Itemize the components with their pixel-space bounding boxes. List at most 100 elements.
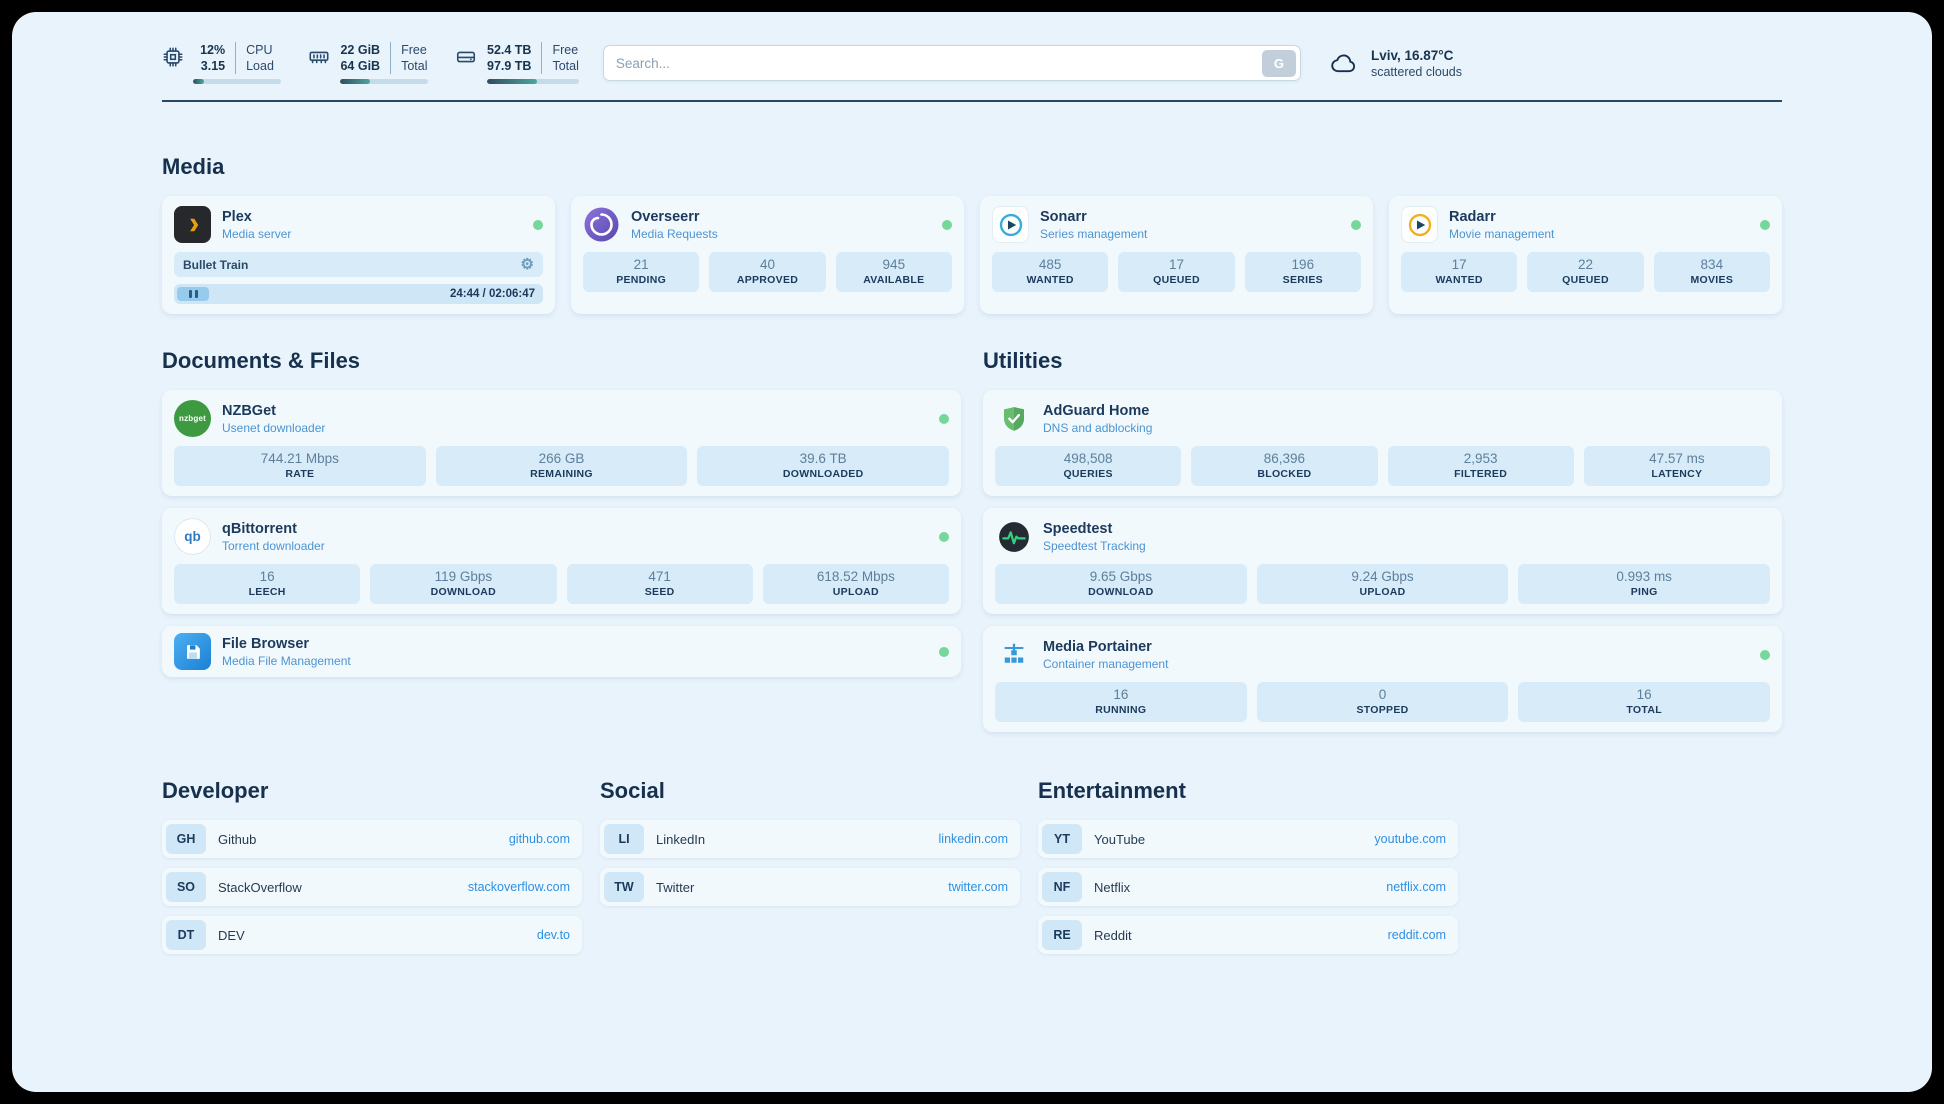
app-subtitle: Speedtest Tracking xyxy=(1043,538,1146,553)
app-card-nzbget[interactable]: nzbget NZBGet Usenet downloader 744.21 M… xyxy=(162,390,961,496)
stat-available: 945 AVAILABLE xyxy=(835,252,952,292)
bookmark-group-developer: Developer GH Github github.com SO StackO… xyxy=(162,778,582,964)
ram-label-bottom: Total xyxy=(390,58,428,74)
ram-progress-fill xyxy=(340,79,370,84)
app-name: qBittorrent xyxy=(222,520,297,537)
portainer-icon xyxy=(995,636,1032,673)
bookmarks-area: Developer GH Github github.com SO StackO… xyxy=(162,778,1782,964)
status-dot xyxy=(939,531,949,542)
app-subtitle: Usenet downloader xyxy=(222,420,326,435)
stat-series: 196 SERIES xyxy=(1244,252,1361,292)
stat-wanted: 17 WANTED xyxy=(1401,252,1518,292)
app-name: Sonarr xyxy=(1040,208,1087,225)
stat-value: 47.57 ms xyxy=(1649,451,1705,466)
middle-columns: Documents & Files nzbget NZBGet Usenet d… xyxy=(162,348,1782,732)
stat-label: DOWNLOAD xyxy=(430,586,497,598)
stat-value: 498,508 xyxy=(1063,451,1113,466)
app-subtitle: Media File Management xyxy=(222,653,351,668)
section-documents: Documents & Files nzbget NZBGet Usenet d… xyxy=(162,348,961,732)
bookmark-badge: DT xyxy=(166,920,206,950)
app-card-radarr[interactable]: Radarr Movie management 17 WANTED 22 QUE… xyxy=(1389,196,1782,314)
bookmark-dev[interactable]: DT DEV dev.to xyxy=(162,916,582,954)
app-name: AdGuard Home xyxy=(1043,402,1150,419)
developer-heading: Developer xyxy=(162,778,269,803)
disk-progress-fill xyxy=(487,79,537,84)
stat-running: 16 RUNNING xyxy=(995,682,1247,722)
bookmark-name: Github xyxy=(218,831,257,847)
stat-value: 16 xyxy=(259,569,275,584)
filebrowser-icon xyxy=(174,633,211,670)
stat-label: REMAINING xyxy=(530,468,593,480)
app-card-plex[interactable]: Plex Media server Bullet Train ⚙ 24:44 /… xyxy=(162,196,555,314)
app-card-portainer[interactable]: Media Portainer Container management 16 … xyxy=(983,626,1782,732)
qbittorrent-icon-label: qb xyxy=(184,529,201,544)
stat-label: LATENCY xyxy=(1651,468,1703,480)
stat-value: 471 xyxy=(648,569,671,584)
search-input[interactable] xyxy=(603,55,1262,71)
stat-label: DOWNLOADED xyxy=(782,468,864,480)
stat-label: PENDING xyxy=(616,274,667,286)
stat-label: STOPPED xyxy=(1356,704,1409,716)
stat-value: 40 xyxy=(759,257,775,272)
bookmark-twitter[interactable]: TW Twitter twitter.com xyxy=(600,868,1020,906)
bookmark-badge: SO xyxy=(166,872,206,902)
app-card-adguard[interactable]: AdGuard Home DNS and adblocking 498,508 … xyxy=(983,390,1782,496)
documents-heading: Documents & Files xyxy=(162,348,361,373)
bookmark-badge: LI xyxy=(604,824,644,854)
app-subtitle: Media Requests xyxy=(631,226,718,241)
app-card-speedtest[interactable]: Speedtest Speedtest Tracking 9.65 Gbps D… xyxy=(983,508,1782,614)
bookmark-badge: RE xyxy=(1042,920,1082,950)
pause-button[interactable] xyxy=(177,287,209,301)
stat-value: 16 xyxy=(1113,687,1129,702)
app-name: Radarr xyxy=(1449,208,1496,225)
stat-value: 17 xyxy=(1451,257,1467,272)
bookmark-youtube[interactable]: YT YouTube youtube.com xyxy=(1038,820,1458,858)
app-name: Plex xyxy=(222,208,252,225)
bookmark-github[interactable]: GH Github github.com xyxy=(162,820,582,858)
app-card-filebrowser[interactable]: File Browser Media File Management xyxy=(162,626,961,677)
stat-label: TOTAL xyxy=(1626,704,1662,716)
stat-value: 39.6 TB xyxy=(799,451,847,466)
bookmark-reddit[interactable]: RE Reddit reddit.com xyxy=(1038,916,1458,954)
app-subtitle: Media server xyxy=(222,226,292,241)
stat-label: AVAILABLE xyxy=(863,274,925,286)
stat-remaining: 266 GB REMAINING xyxy=(435,446,688,486)
search-engine-button[interactable]: G xyxy=(1261,49,1296,77)
bookmark-link: stackoverflow.com xyxy=(467,880,570,894)
bookmark-netflix[interactable]: NF Netflix netflix.com xyxy=(1038,868,1458,906)
status-dot xyxy=(939,413,949,424)
app-card-sonarr[interactable]: Sonarr Series management 485 WANTED 17 Q… xyxy=(980,196,1373,314)
cpu-progress-fill xyxy=(193,79,204,84)
cpu-icon xyxy=(163,47,183,67)
app-card-qbittorrent[interactable]: qb qBittorrent Torrent downloader 16 LEE… xyxy=(162,508,961,614)
dashboard-panel: 12% CPU 3.15 Load 22 GiB Free 64 GiB Tot… xyxy=(12,12,1932,1092)
stat-value: 2,953 xyxy=(1463,451,1498,466)
bookmark-stackoverflow[interactable]: SO StackOverflow stackoverflow.com xyxy=(162,868,582,906)
stat-label: BLOCKED xyxy=(1257,468,1312,480)
bookmark-group-social: Social LI LinkedIn linkedin.com TW Twitt… xyxy=(600,778,1020,916)
bookmark-link: reddit.com xyxy=(1387,928,1446,942)
bookmark-link: dev.to xyxy=(536,928,570,942)
stat-label: RUNNING xyxy=(1095,704,1147,716)
topbar: 12% CPU 3.15 Load 22 GiB Free 64 GiB Tot… xyxy=(162,42,1782,84)
nzbget-icon: nzbget xyxy=(174,400,211,437)
status-dot xyxy=(1760,649,1770,660)
stat-queued: 22 QUEUED xyxy=(1527,252,1644,292)
section-media: Media Plex Media server Bullet Train ⚙ xyxy=(162,154,1782,314)
app-card-overseerr[interactable]: Overseerr Media Requests 21 PENDING 40 A… xyxy=(571,196,964,314)
stat-label: MOVIES xyxy=(1690,274,1734,286)
stat-value: 9.24 Gbps xyxy=(1351,569,1414,584)
nzbget-icon-label: nzbget xyxy=(179,414,206,423)
stat-queries: 498,508 QUERIES xyxy=(995,446,1182,486)
qbittorrent-icon: qb xyxy=(174,518,211,555)
gear-icon[interactable]: ⚙ xyxy=(520,256,534,273)
entertainment-heading: Entertainment xyxy=(1038,778,1186,803)
bookmark-group-entertainment: Entertainment YT YouTube youtube.com NF … xyxy=(1038,778,1458,964)
cpu-progress-bar xyxy=(193,79,281,84)
cpu-widget: 12% CPU 3.15 Load xyxy=(162,42,281,84)
stat-upload: 618.52 Mbps UPLOAD xyxy=(762,564,949,604)
bookmark-name: StackOverflow xyxy=(218,879,302,895)
disk-widget: 52.4 TB Free 97.9 TB Total xyxy=(454,42,579,84)
bookmark-linkedin[interactable]: LI LinkedIn linkedin.com xyxy=(600,820,1020,858)
stat-downloaded: 39.6 TB DOWNLOADED xyxy=(697,446,950,486)
